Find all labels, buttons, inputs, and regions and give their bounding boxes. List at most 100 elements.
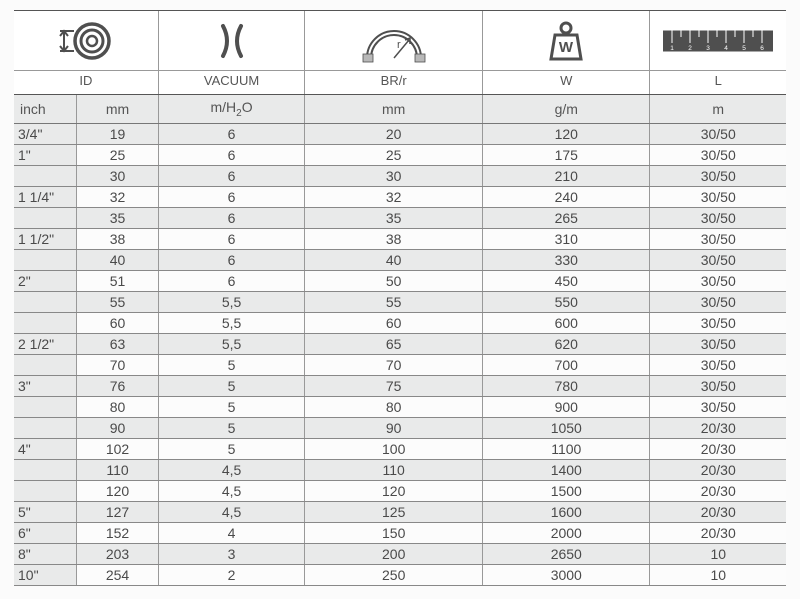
cell-vacuum: 6 <box>158 228 304 249</box>
cell-inch <box>14 354 77 375</box>
cell-w: 1500 <box>483 480 650 501</box>
cell-w: 600 <box>483 312 650 333</box>
table-row: 10"2542250300010 <box>14 564 786 585</box>
cell-w: 1050 <box>483 417 650 438</box>
cell-vacuum: 6 <box>158 207 304 228</box>
cell-l: 30/50 <box>650 123 786 144</box>
cell-mm: 55 <box>77 291 159 312</box>
table-row: 8058090030/50 <box>14 396 786 417</box>
svg-text:W: W <box>559 39 574 56</box>
table-row: 1104,5110140020/30 <box>14 459 786 480</box>
cell-mm: 254 <box>77 564 159 585</box>
cell-inch: 8" <box>14 543 77 564</box>
cell-br: 60 <box>305 312 483 333</box>
table-row: 2"5165045030/50 <box>14 270 786 291</box>
cell-mm: 35 <box>77 207 159 228</box>
cell-br: 150 <box>305 522 483 543</box>
cell-l: 20/30 <box>650 438 786 459</box>
header-l-icon-cell: 123 456 <box>650 11 786 71</box>
cell-w: 900 <box>483 396 650 417</box>
cell-mm: 110 <box>77 459 159 480</box>
cell-w: 2000 <box>483 522 650 543</box>
table-row: 3"7657578030/50 <box>14 375 786 396</box>
svg-text:5: 5 <box>742 45 746 52</box>
ruler-icon: 123 456 <box>662 27 774 55</box>
cell-w: 3000 <box>483 564 650 585</box>
table-row: 6"1524150200020/30 <box>14 522 786 543</box>
cell-vacuum: 6 <box>158 186 304 207</box>
cell-inch <box>14 480 77 501</box>
cell-vacuum: 5,5 <box>158 312 304 333</box>
cell-mm: 51 <box>77 270 159 291</box>
cell-br: 100 <box>305 438 483 459</box>
cell-w: 450 <box>483 270 650 291</box>
cell-br: 38 <box>305 228 483 249</box>
cell-l: 30/50 <box>650 312 786 333</box>
cell-l: 20/30 <box>650 459 786 480</box>
table-row: 3563526530/50 <box>14 207 786 228</box>
cell-mm: 70 <box>77 354 159 375</box>
cell-inch: 5" <box>14 501 77 522</box>
cell-br: 40 <box>305 249 483 270</box>
cell-vacuum: 4,5 <box>158 480 304 501</box>
header-id-icon-cell <box>14 11 158 71</box>
cell-w: 240 <box>483 186 650 207</box>
cell-vacuum: 6 <box>158 270 304 291</box>
cell-inch: 1 1/2" <box>14 228 77 249</box>
cell-br: 90 <box>305 417 483 438</box>
header-id-label: ID <box>14 71 158 95</box>
cell-mm: 25 <box>77 144 159 165</box>
cell-inch: 4" <box>14 438 77 459</box>
cell-l: 10 <box>650 543 786 564</box>
cell-br: 125 <box>305 501 483 522</box>
header-w-label: W <box>483 71 650 95</box>
cell-inch: 2 1/2" <box>14 333 77 354</box>
vacuum-icon <box>209 20 255 62</box>
cell-inch: 3/4" <box>14 123 77 144</box>
cell-vacuum: 4,5 <box>158 459 304 480</box>
table-row: 1204,5120150020/30 <box>14 480 786 501</box>
cell-br: 70 <box>305 354 483 375</box>
cell-mm: 30 <box>77 165 159 186</box>
cell-w: 1100 <box>483 438 650 459</box>
cell-vacuum: 4 <box>158 522 304 543</box>
svg-text:2: 2 <box>688 45 692 52</box>
svg-text:4: 4 <box>724 45 728 52</box>
cell-vacuum: 3 <box>158 543 304 564</box>
cell-w: 2650 <box>483 543 650 564</box>
table-body: 3/4"1962012030/501"2562517530/5030630210… <box>14 123 786 585</box>
cell-l: 20/30 <box>650 417 786 438</box>
cell-w: 550 <box>483 291 650 312</box>
header-w-icon-cell: W <box>483 11 650 71</box>
cell-l: 30/50 <box>650 249 786 270</box>
cell-br: 20 <box>305 123 483 144</box>
spec-table: r W <box>14 10 786 586</box>
unit-w: g/m <box>483 95 650 124</box>
cell-mm: 19 <box>77 123 159 144</box>
cell-inch: 10" <box>14 564 77 585</box>
table-row: 1"2562517530/50 <box>14 144 786 165</box>
table-row: 90590105020/30 <box>14 417 786 438</box>
cell-l: 30/50 <box>650 270 786 291</box>
cell-w: 210 <box>483 165 650 186</box>
cell-mm: 32 <box>77 186 159 207</box>
cell-mm: 76 <box>77 375 159 396</box>
table-row: 7057070030/50 <box>14 354 786 375</box>
cell-mm: 203 <box>77 543 159 564</box>
cell-br: 75 <box>305 375 483 396</box>
cell-w: 620 <box>483 333 650 354</box>
bend-radius-icon: r <box>359 18 429 64</box>
cell-inch <box>14 396 77 417</box>
table-row: 1 1/4"3263224030/50 <box>14 186 786 207</box>
cell-vacuum: 5,5 <box>158 333 304 354</box>
unit-mm: mm <box>77 95 159 124</box>
svg-text:3: 3 <box>706 45 710 52</box>
cell-l: 20/30 <box>650 522 786 543</box>
svg-text:6: 6 <box>760 45 764 52</box>
header-vacuum-label: VACUUM <box>158 71 304 95</box>
cell-w: 1400 <box>483 459 650 480</box>
cell-br: 32 <box>305 186 483 207</box>
header-l-label: L <box>650 71 786 95</box>
cell-vacuum: 2 <box>158 564 304 585</box>
cell-mm: 127 <box>77 501 159 522</box>
